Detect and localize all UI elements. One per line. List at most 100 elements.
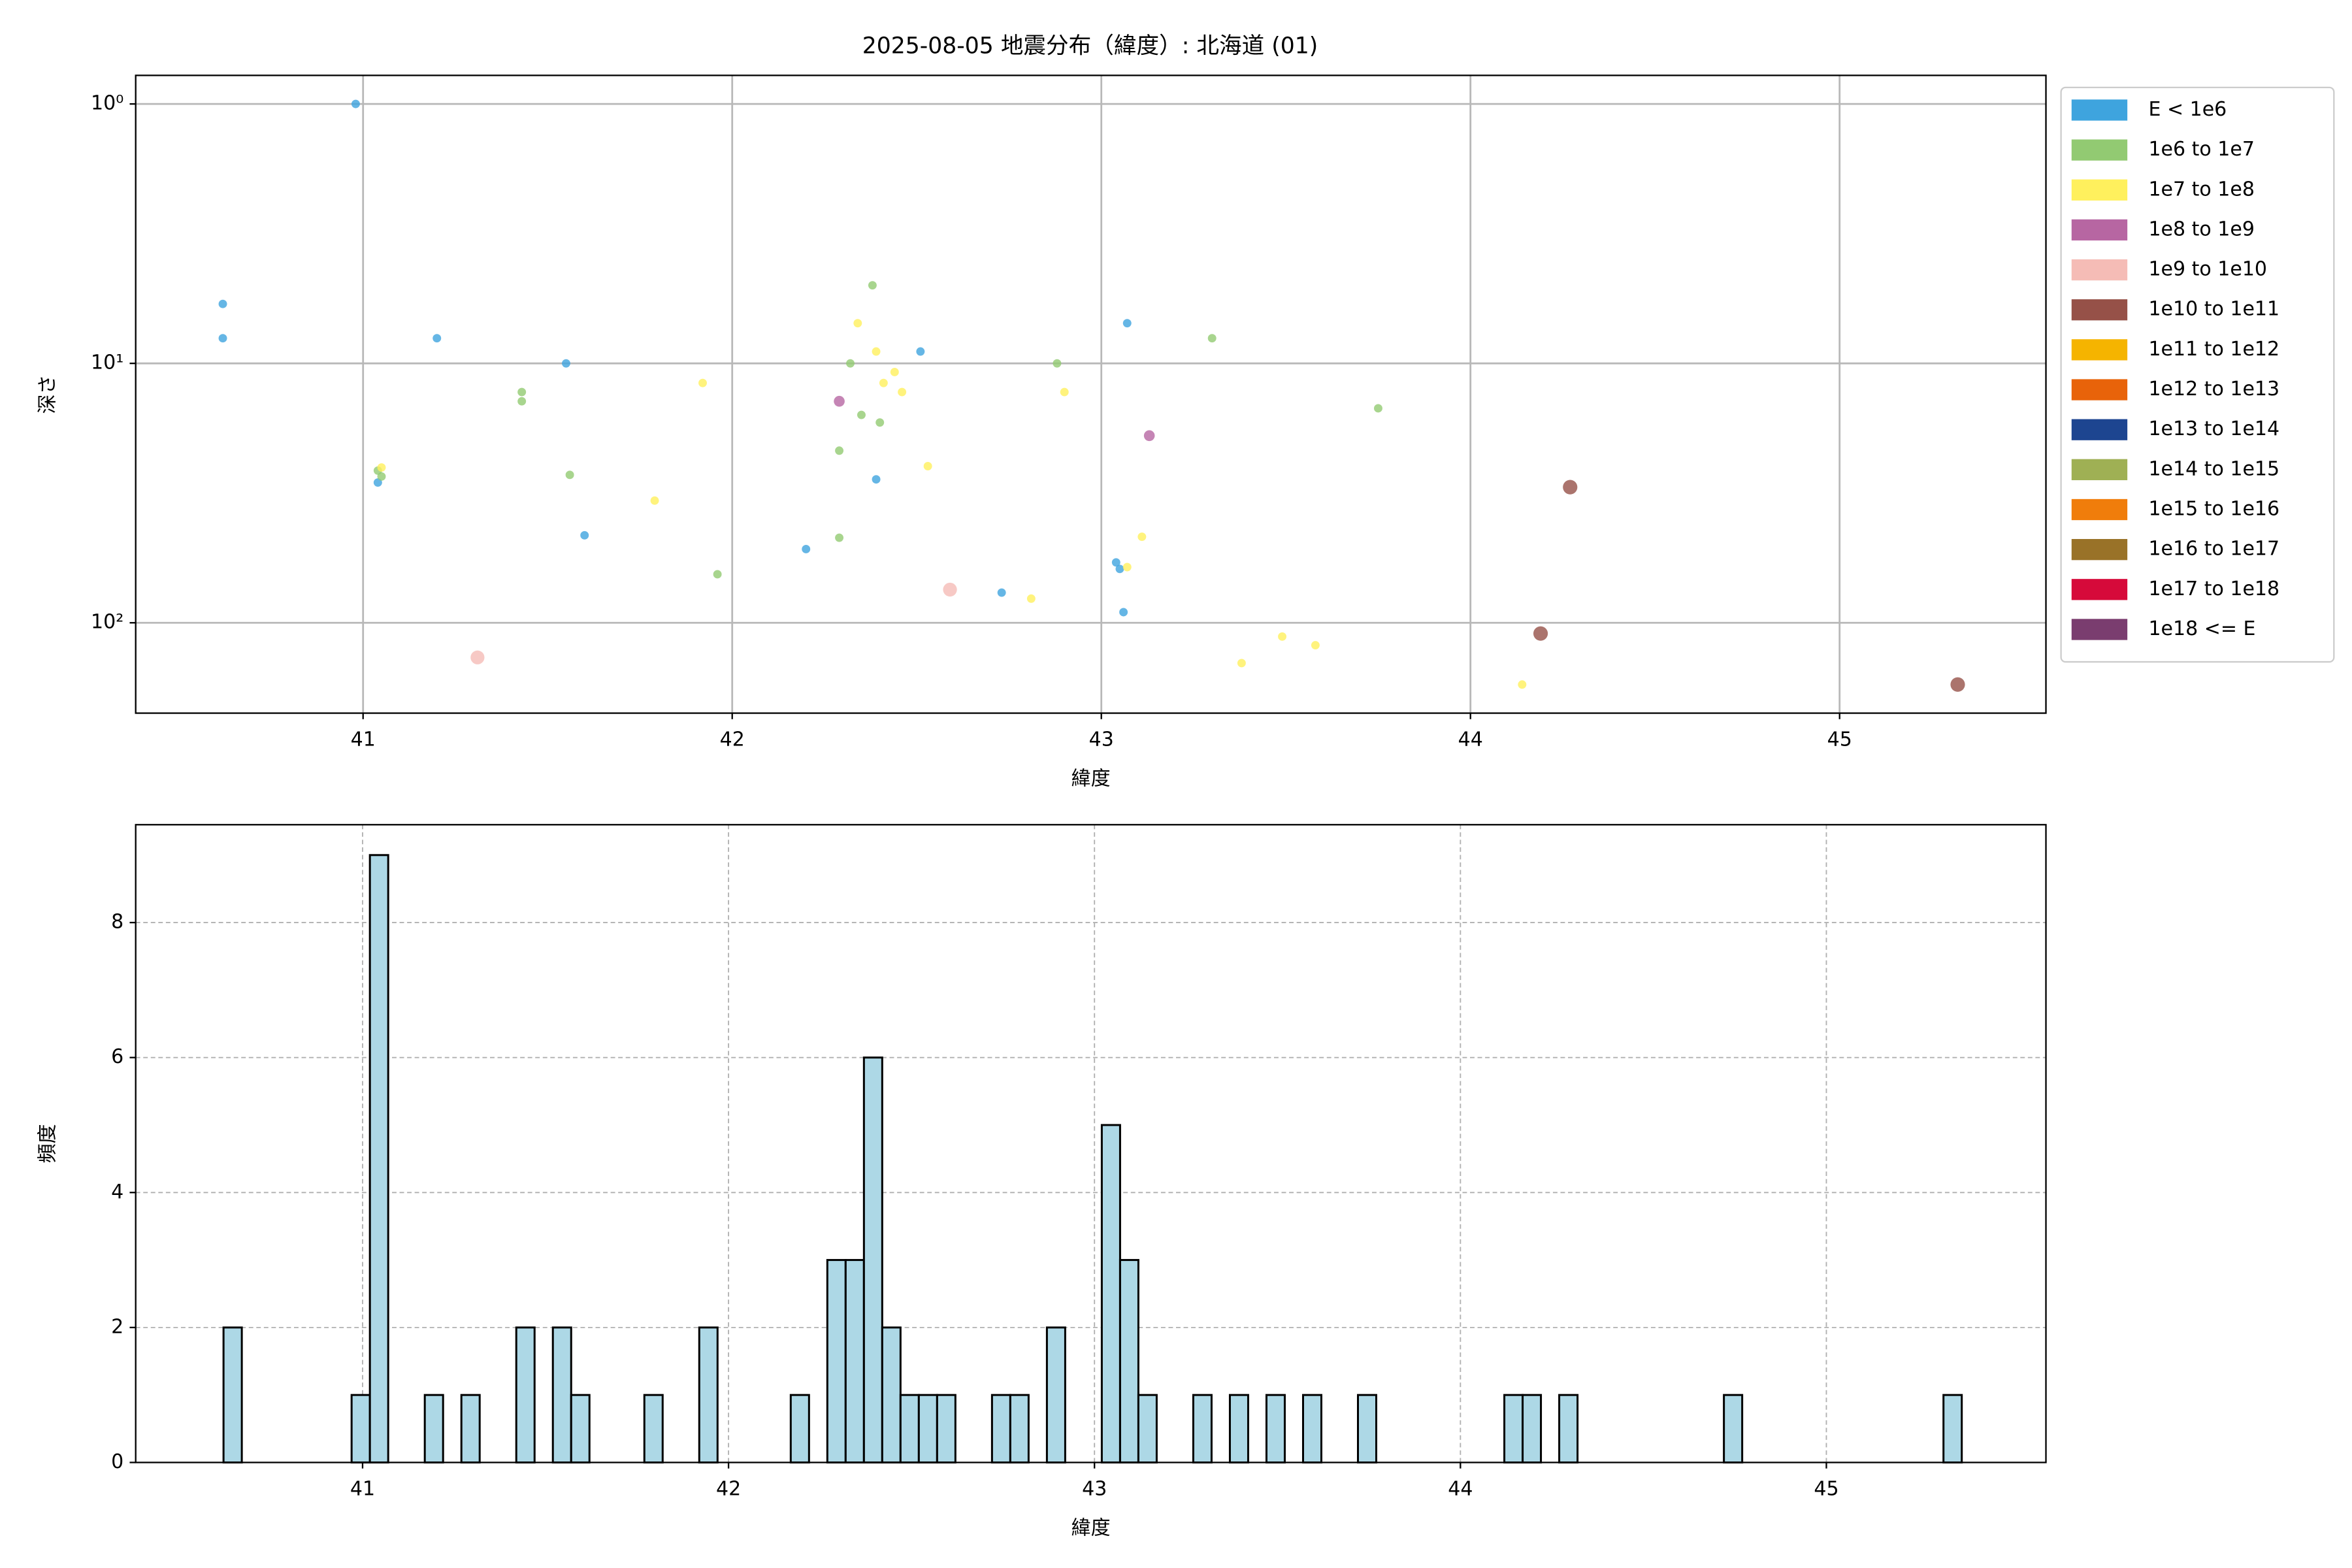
point (835, 533, 844, 542)
x-tick-label: 44 (1458, 728, 1483, 751)
bar (643, 1394, 664, 1463)
y-tick-label: 2 (111, 1315, 123, 1338)
legend-swatch (2071, 219, 2128, 241)
y-tick-label: 4 (111, 1181, 123, 1203)
point (218, 299, 227, 308)
x-tick-label: 44 (1448, 1478, 1473, 1501)
point (1563, 480, 1578, 495)
plot-frame (135, 824, 2047, 1463)
point (1237, 659, 1246, 668)
point (580, 531, 589, 540)
bar (1119, 1259, 1139, 1463)
point (1122, 319, 1132, 328)
bar (826, 1259, 847, 1463)
bar (1100, 1124, 1121, 1463)
point (898, 387, 907, 397)
point (713, 570, 722, 579)
x-tick-label: 42 (720, 728, 745, 751)
legend-label: 1e8 to 1e9 (2148, 218, 2254, 240)
legend-swatch (2071, 579, 2128, 600)
legend-swatch (2071, 459, 2128, 480)
legend-label: 1e15 to 1e16 (2148, 498, 2279, 521)
legend-swatch (2071, 339, 2128, 361)
point (868, 281, 877, 290)
x-tick-label: 45 (1827, 728, 1852, 751)
point (1115, 564, 1124, 574)
point (853, 319, 862, 328)
point (1207, 334, 1217, 343)
point (1119, 608, 1128, 617)
point (351, 99, 360, 108)
legend-swatch (2071, 419, 2128, 440)
point (1374, 404, 1382, 413)
point (433, 334, 442, 343)
legend-label: 1e9 to 1e10 (2148, 258, 2267, 281)
x-tick-label: 45 (1814, 1478, 1838, 1501)
point (698, 378, 707, 387)
bar (350, 1394, 371, 1463)
point (872, 475, 881, 484)
point (997, 588, 1006, 597)
x-axis-label: 緯度 (1071, 1517, 1111, 1540)
legend-box (2060, 86, 2335, 663)
y-tick-label: 8 (111, 911, 123, 934)
bar (1228, 1394, 1249, 1463)
x-tick-label: 42 (716, 1478, 741, 1501)
point (846, 359, 855, 368)
bar (899, 1394, 920, 1463)
point (517, 397, 527, 406)
point (218, 334, 227, 343)
bar (844, 1259, 865, 1463)
bar (1137, 1394, 1158, 1463)
bar (881, 1326, 902, 1463)
bar (1045, 1326, 1066, 1463)
point (875, 418, 885, 427)
point (1060, 387, 1069, 397)
plot-frame (135, 74, 2047, 714)
bar (917, 1394, 938, 1463)
bar (222, 1326, 243, 1463)
legend-swatch (2071, 299, 2128, 321)
y-tick-label: 10¹ (91, 351, 123, 374)
point (1026, 594, 1036, 603)
point (835, 446, 844, 455)
point (1311, 641, 1320, 649)
bar (789, 1394, 810, 1463)
bar (862, 1056, 883, 1463)
legend-swatch (2071, 99, 2128, 121)
bar (460, 1394, 481, 1463)
legend-swatch (2071, 259, 2128, 281)
bar (990, 1394, 1011, 1463)
legend-swatch (2071, 539, 2128, 561)
bar (698, 1326, 719, 1463)
bar (515, 1326, 536, 1463)
bar (1265, 1394, 1286, 1463)
legend-swatch (2071, 379, 2128, 400)
point (562, 359, 570, 368)
x-tick-label: 43 (1089, 728, 1114, 751)
bar (423, 1394, 444, 1463)
bar (551, 1326, 572, 1463)
point (1111, 558, 1120, 567)
legend-swatch (2071, 179, 2128, 201)
y-tick-label: 10² (91, 611, 123, 634)
legend-label: 1e13 to 1e14 (2148, 417, 2279, 440)
legend-label: 1e18 <= E (2148, 617, 2255, 640)
legend-label: 1e17 to 1e18 (2148, 578, 2279, 600)
point (1533, 626, 1548, 641)
legend-swatch (2071, 139, 2128, 161)
y-tick-label: 6 (111, 1045, 123, 1068)
point (943, 582, 957, 597)
bar (1192, 1394, 1213, 1463)
point (650, 496, 659, 505)
bar (1503, 1394, 1524, 1463)
point (916, 347, 925, 356)
point (377, 472, 386, 481)
y-tick-label: 0 (111, 1450, 123, 1473)
bar (1723, 1394, 1744, 1463)
legend-label: 1e10 to 1e11 (2148, 298, 2279, 321)
bar (1942, 1394, 1963, 1463)
point (373, 478, 382, 487)
